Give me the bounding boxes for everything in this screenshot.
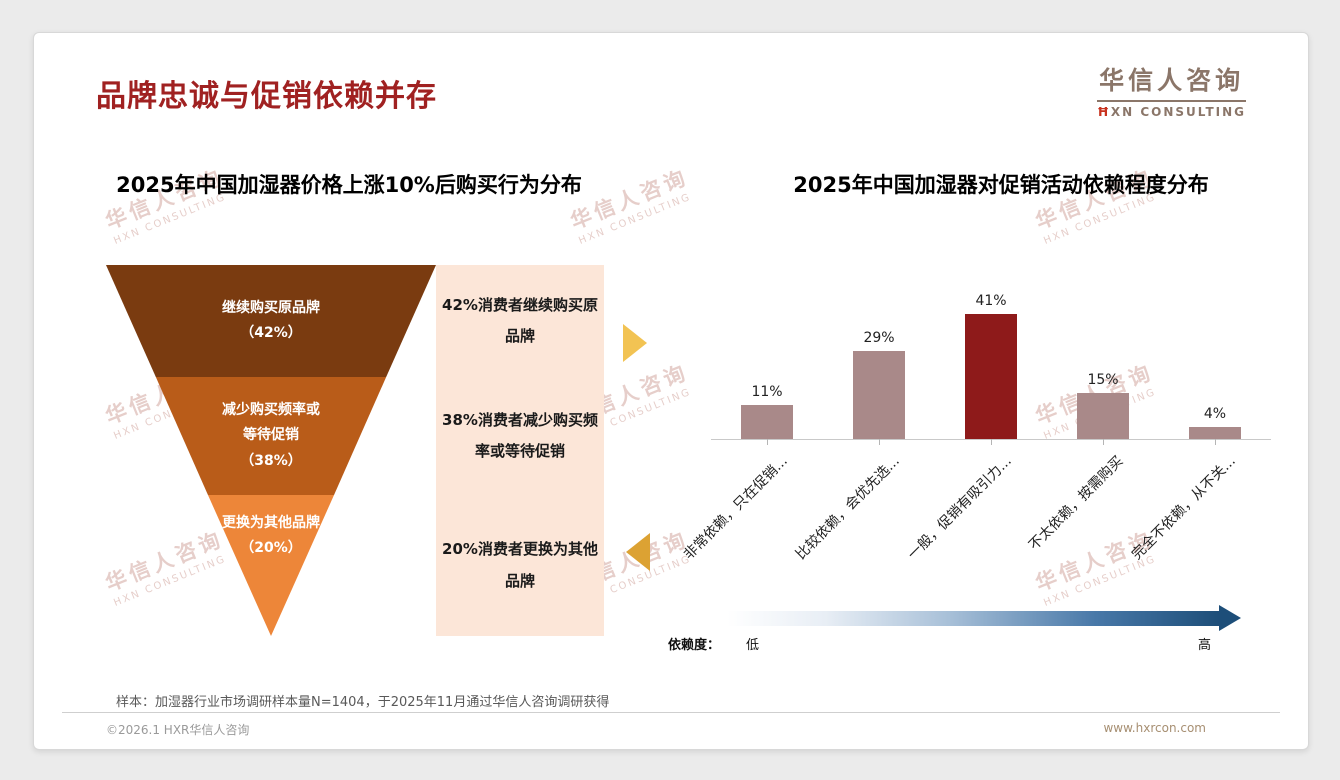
bar-slot: 11% [711,273,823,439]
bar-chart-x-labels: 非常依赖，只在促销... 比较依赖，会优先选... 一般，促销有吸引力... 不太依赖… [681,439,1271,595]
gradient-arrowhead-icon [1219,605,1241,631]
x-axis-tick [767,439,768,445]
logo-english-text: XN CONSULTING [1110,105,1246,119]
funnel-chart: 继续购买原品牌 （42%） 减少购买频率或等待促销 （38%） 更换为其他品牌 （20%） [106,265,436,636]
logo-chinese-name: 华信人咨询 [1099,66,1245,95]
company-logo: 华信人咨询 ĦXN CONSULTING [1097,61,1246,119]
funnel-desc: 38%消费者减少购买频率或等待促销 [442,410,598,461]
funnel-segment-label: 减少购买频率或等待促销 （38%） [222,402,320,469]
dependence-axis-label: 依赖度： [668,638,721,653]
funnel-segment: 继续购买原品牌 （42%） [106,265,436,377]
sample-note: 样本：加湿器行业市场调研样本量N=1404，于2025年11月通过华信人咨询调研… [116,695,610,710]
footer-website: www.hxrcon.com [1103,721,1206,735]
x-axis-label: 比较依赖，会优先选... [792,453,903,563]
bar-value-label: 29% [863,330,895,346]
bar-value-label: 15% [1087,372,1119,388]
funnel-descriptions: 42%消费者继续购买原品牌 38%消费者减少购买频率或等待促销 20%消费者更换为其… [436,265,604,636]
dependence-high-label: 高 [1198,638,1212,653]
bar-slot: 41% [935,273,1047,439]
bar-chart-title: 2025年中国加湿器对促销活动依赖程度分布 [793,173,1209,197]
bar-slot: 29% [823,273,935,439]
footer-copyright: ©2026.1 HXR华信人咨询 [106,723,250,737]
funnel-segment: 更换为其他品牌 （20%） [207,495,335,636]
bar [965,314,1017,439]
bar [1077,393,1129,439]
bar [853,351,905,439]
x-axis-label: 完全不依赖，从不关... [1128,453,1239,563]
x-axis-label: 一般，促销有吸引力... [904,453,1015,563]
gradient-bar [727,610,1219,626]
x-axis-tick [879,439,880,445]
logo-h-mark: Ħ [1097,105,1111,119]
logo-english-name: ĦXN CONSULTING [1097,100,1246,119]
x-axis-tick [1103,439,1104,445]
x-axis-tick [991,439,992,445]
bar-value-label: 4% [1203,406,1227,422]
bar-slot: 15% [1047,273,1159,439]
funnel-segment: 减少购买频率或等待促销 （38%） [155,377,387,495]
dependence-gradient-arrow [727,605,1241,631]
funnel-segment-label: 更换为其他品牌 （20%） [222,515,320,557]
x-axis-label: 非常依赖，只在促销... [680,453,791,563]
funnel-desc: 20%消费者更换为其他品牌 [442,540,598,590]
arrow-left-icon [626,533,650,571]
funnel-segment-label: 继续购买原品牌 （42%） [222,299,320,341]
dependence-low-label: 低 [746,638,760,653]
page-title: 品牌忠诚与促销依赖并存 [96,79,437,114]
bar [741,405,793,439]
footer-divider [62,712,1280,713]
bar-value-label: 41% [975,293,1007,309]
bar-value-label: 11% [751,384,783,400]
bar [1189,427,1241,439]
slide-card: 华信人咨询 HXN CONSULTING 华信人咨询 HXN CONSULTING 华信… [33,32,1309,750]
funnel-chart-title: 2025年中国加湿器价格上涨10%后购买行为分布 [116,173,582,197]
bar-chart: 11% 29% 41% 15% 4% [711,273,1271,440]
funnel-desc: 42%消费者继续购买原品牌 [442,295,598,346]
bar-slot: 4% [1159,273,1271,439]
x-axis-label: 不太依赖，按需购买 [1026,453,1127,554]
arrow-right-icon [623,324,647,362]
x-axis-tick [1215,439,1216,445]
